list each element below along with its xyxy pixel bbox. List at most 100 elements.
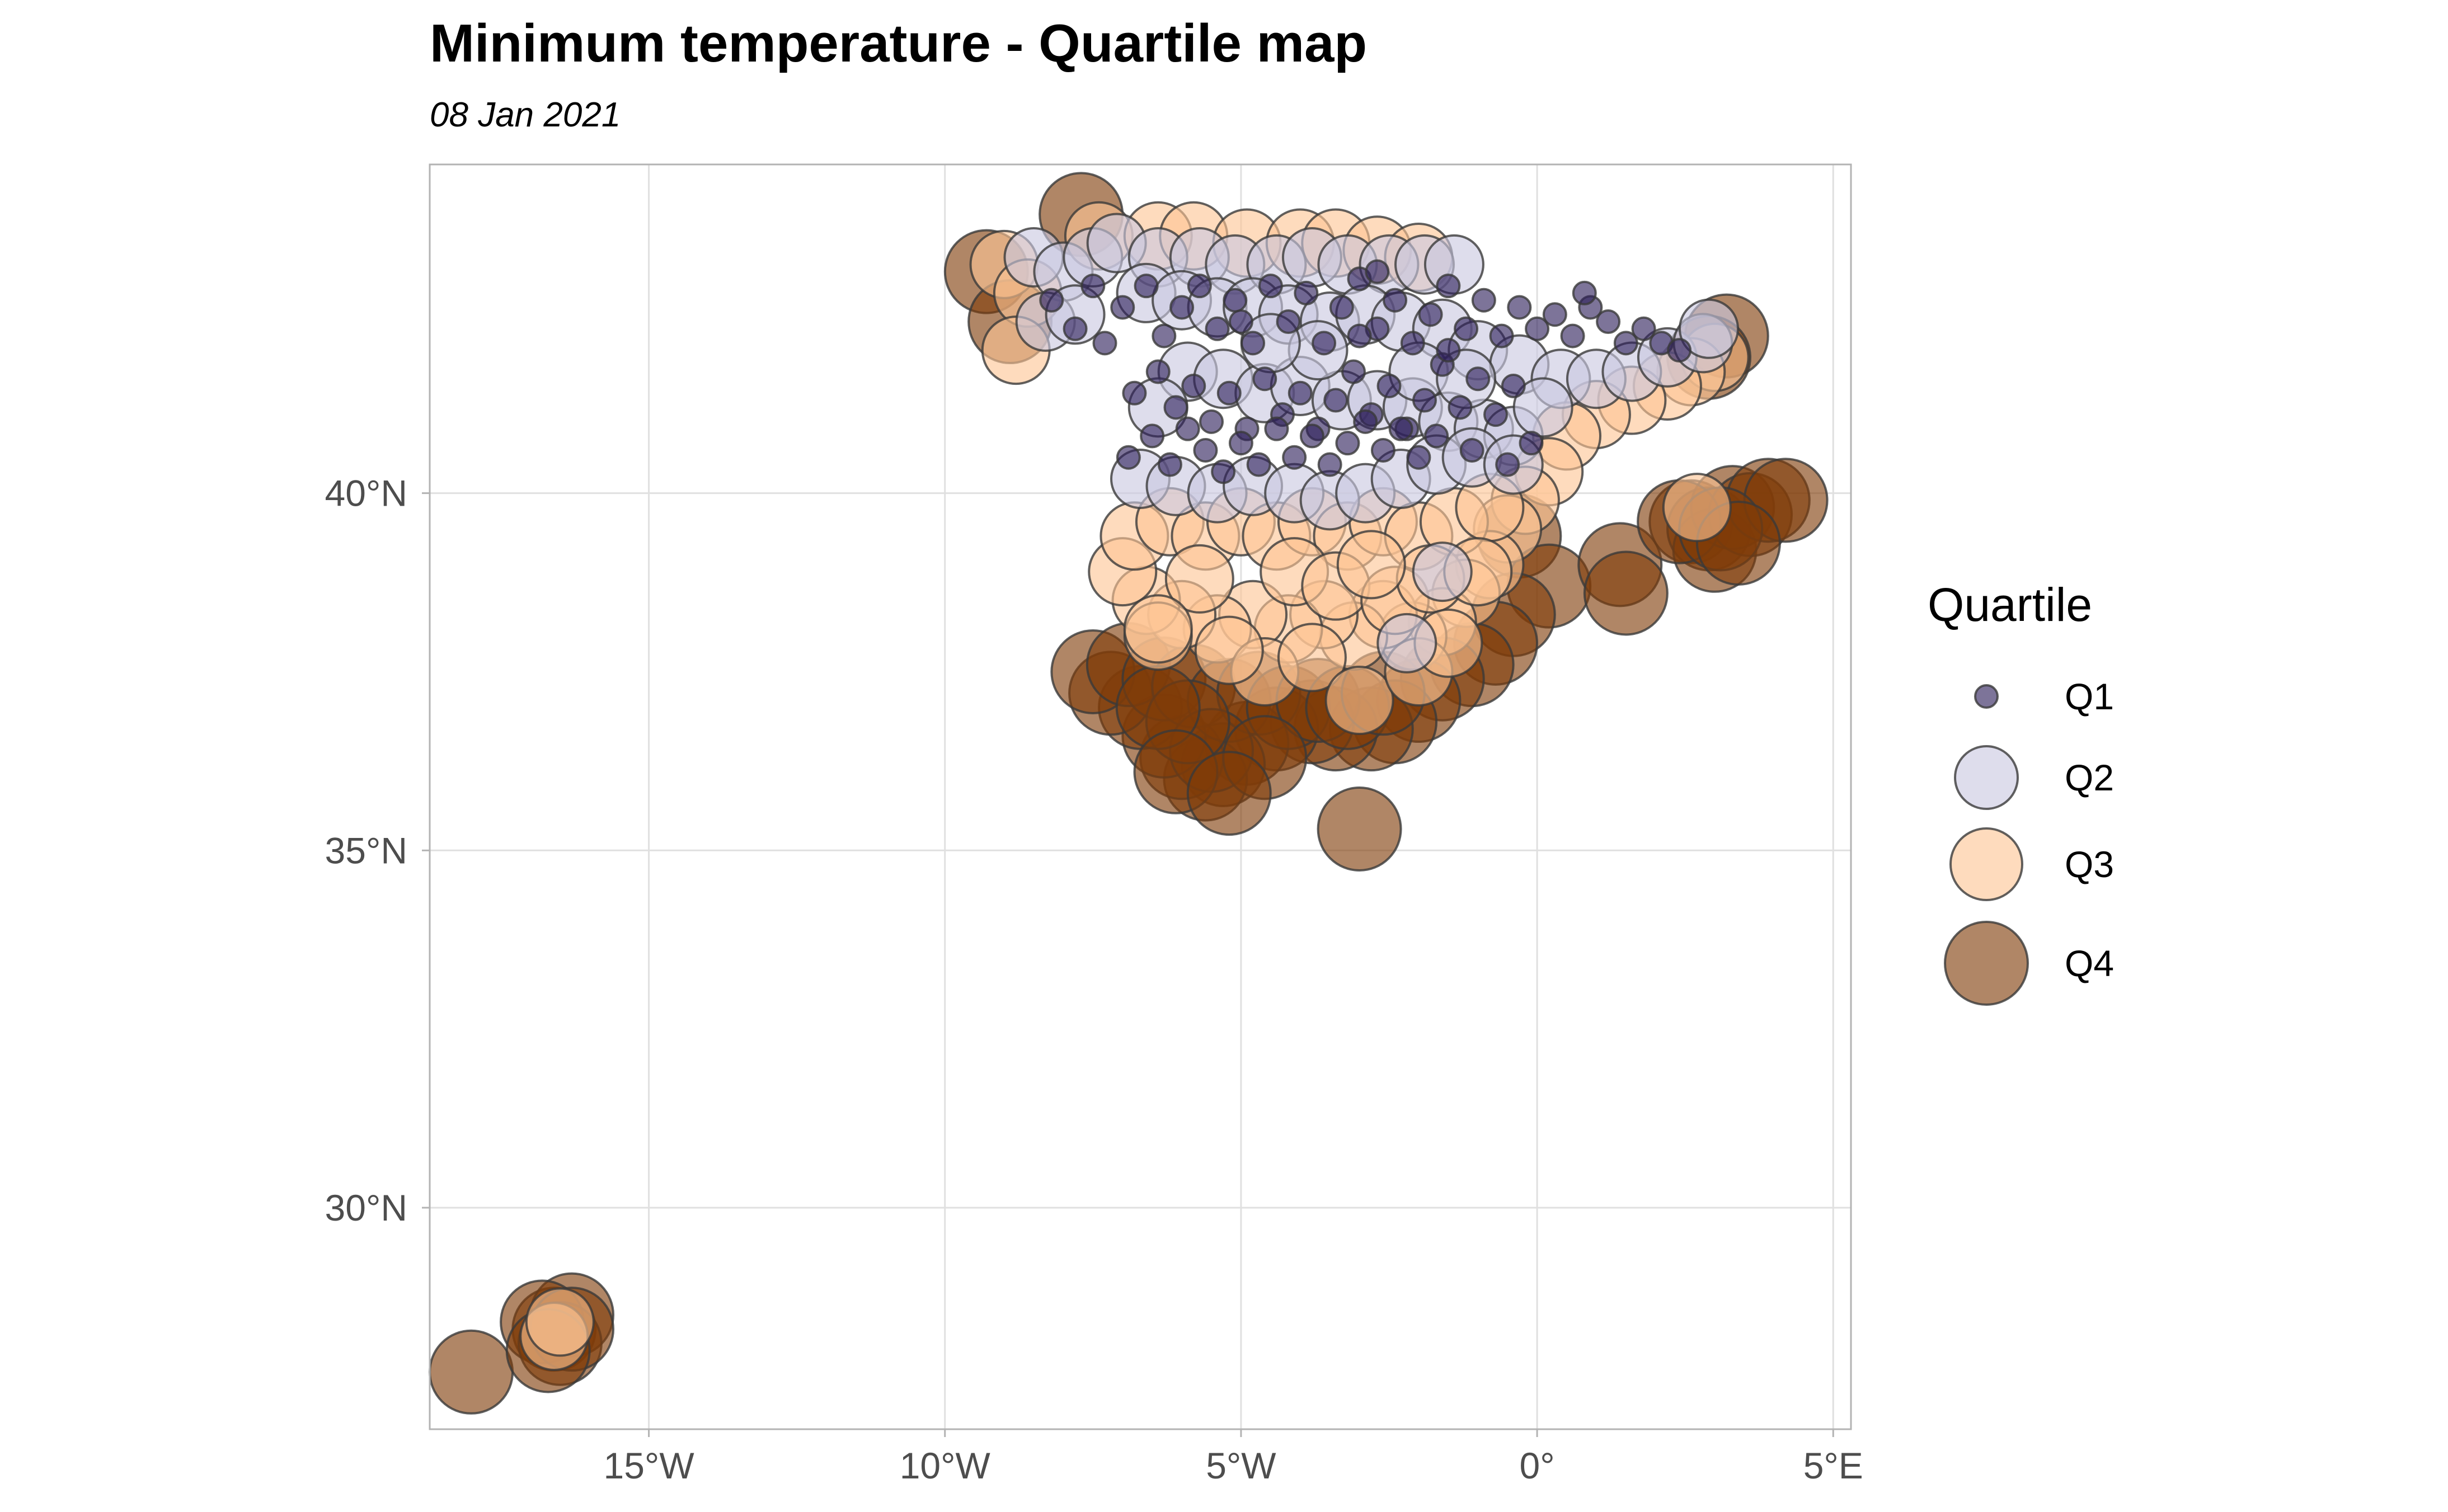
legend-title: Quartile [1928,578,2092,631]
point-q1 [1376,373,1402,398]
point-q1 [1501,373,1526,398]
point-q1 [1228,309,1253,335]
point-q1 [1383,288,1408,313]
point-q3 [1123,594,1193,664]
point-q3 [1336,530,1406,600]
y-tick-label: 35°N [325,830,407,871]
legend-key-q2 [1954,745,2019,810]
point-q1 [1181,373,1206,398]
point-q1 [1175,416,1200,441]
point-q1 [1406,445,1431,470]
point-q1 [1116,445,1141,470]
point-q1 [1495,452,1520,477]
point-q1 [1412,388,1437,413]
point-q1 [1436,338,1461,363]
y-tick-label: 40°N [325,473,407,514]
point-q1 [1205,316,1230,341]
point-q1 [1258,274,1283,299]
point-q1 [1542,302,1567,327]
y-tick-label: 30°N [325,1187,407,1228]
point-q1 [1145,359,1171,384]
point-q1 [1163,395,1188,420]
legend: Quartile Q1 Q2 Q3 Q4 [1928,578,2114,1006]
point-q2 [1679,298,1739,359]
point-q1 [1216,380,1242,406]
plot-area [429,163,1852,1430]
point-q1 [1424,423,1449,449]
point-q1 [1110,295,1135,320]
legend-key-q3 [1949,827,2023,901]
point-q2 [1512,377,1573,438]
x-tick-label: 0° [1520,1445,1555,1486]
point-q3 [1324,666,1394,736]
point-q1 [1525,316,1550,341]
point-q1 [1365,259,1390,284]
point-q1 [1335,431,1360,456]
point-q1 [1329,295,1354,320]
point-q1 [1039,288,1064,313]
point-q1 [1080,274,1106,299]
point-q4 [1317,786,1402,872]
x-tick-label: 5°W [1206,1445,1276,1486]
point-q3 [1164,544,1234,614]
point-q1 [1317,452,1342,477]
point-q1 [1294,280,1319,305]
legend-label-q3: Q3 [2065,844,2114,885]
point-q1 [1388,416,1413,441]
x-axis-ticks: 15°W 10°W 5°W 0° 5°E [604,1429,1863,1486]
point-q1 [1631,316,1656,341]
point-q1 [1134,274,1159,299]
point-q3 [1662,473,1732,543]
point-q1 [1276,309,1301,335]
point-q1 [1264,416,1289,441]
point-q1 [1246,452,1271,477]
point-q1 [1572,280,1597,305]
point-q1 [1152,323,1177,348]
y-axis-ticks: 30°N 35°N 40°N [325,473,430,1228]
data-points [429,172,1829,1415]
point-q1 [1471,288,1496,313]
point-q1 [1507,295,1532,320]
point-q1 [1448,395,1473,420]
point-q1 [1341,359,1366,384]
x-tick-label: 5°E [1803,1445,1863,1486]
point-q1 [1063,316,1088,341]
point-q1 [1560,323,1585,348]
point-q4 [1583,550,1669,636]
point-q1 [1282,445,1307,470]
point-q1 [1288,380,1313,406]
point-q1 [1157,452,1182,477]
point-q1 [1241,331,1266,356]
chart-title: Minimum temperature - Quartile map [430,13,1367,73]
point-q4 [429,1329,514,1415]
legend-entries: Q1 Q2 Q3 Q4 [1944,676,2114,1006]
point-q1 [1454,316,1479,341]
point-q1 [1140,423,1165,449]
point-q1 [1370,437,1395,463]
legend-label-q4: Q4 [2065,943,2114,984]
point-q1 [1400,331,1425,356]
point-q1 [1228,431,1253,456]
point-q2 [1412,541,1473,602]
point-q4 [1186,751,1272,836]
point-q1 [1418,302,1443,327]
point-q1 [1596,309,1621,335]
point-q1 [1353,409,1378,434]
point-q2 [1376,613,1437,673]
legend-key-q1 [1974,684,1999,709]
point-q1 [1323,388,1348,413]
point-q1 [1347,323,1372,348]
point-q1 [1211,459,1236,484]
point-q1 [1122,380,1147,406]
legend-label-q1: Q1 [2065,676,2114,717]
point-q1 [1436,274,1461,299]
legend-label-q2: Q2 [2065,757,2114,798]
point-q3 [1277,623,1347,693]
point-q1 [1223,288,1248,313]
point-q1 [1459,437,1484,463]
plot-border [429,163,1852,1430]
point-q3 [525,1287,595,1357]
point-q1 [1169,295,1195,320]
legend-key-q4 [1944,921,2029,1006]
